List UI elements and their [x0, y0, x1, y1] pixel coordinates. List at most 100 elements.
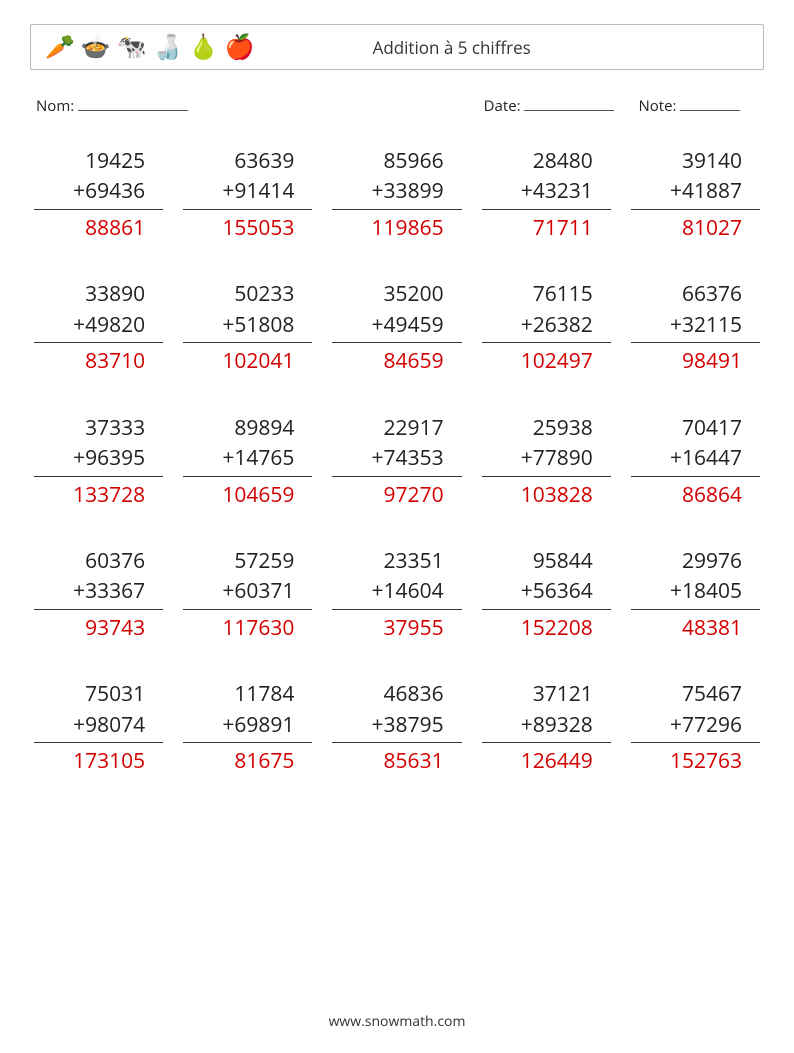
operand-top: 25938: [482, 413, 611, 443]
operand-bottom: +51808: [183, 310, 312, 343]
addition-problem: 75031+98074173105: [34, 679, 163, 776]
operand-bottom: +49820: [34, 310, 163, 343]
addition-problem: 33890+4982083710: [34, 279, 163, 376]
operand-top: 57259: [183, 546, 312, 576]
operand-top: 63639: [183, 146, 312, 176]
answer: 48381: [631, 613, 760, 643]
answer: 102497: [482, 346, 611, 376]
operand-top: 23351: [332, 546, 461, 576]
bowl-icon: 🍲: [81, 35, 111, 59]
operand-top: 35200: [332, 279, 461, 309]
answer: 83710: [34, 346, 163, 376]
carrot-icon: 🥕: [45, 35, 75, 59]
operand-bottom: +18405: [631, 576, 760, 609]
addition-problem: 75467+77296152763: [631, 679, 760, 776]
addition-problem: 37333+96395 133728: [34, 413, 163, 510]
header-icons: 🥕 🍲 🐄 🍶 🍐 🍎: [45, 35, 254, 59]
operand-bottom: +98074: [34, 710, 163, 743]
operand-bottom: +16447: [631, 443, 760, 476]
addition-problem: 46836+3879585631: [332, 679, 461, 776]
operand-bottom: +38795: [332, 710, 461, 743]
answer: 37955: [332, 613, 461, 643]
operand-top: 46836: [332, 679, 461, 709]
operand-top: 28480: [482, 146, 611, 176]
operand-top: 11784: [183, 679, 312, 709]
footer-text: www.snowmath.com: [0, 1012, 794, 1031]
addition-problem: 63639+91414 155053: [183, 146, 312, 243]
operand-top: 33890: [34, 279, 163, 309]
addition-problem: 57259+60371 117630: [183, 546, 312, 643]
operand-bottom: +43231: [482, 176, 611, 209]
note-blank: [680, 96, 740, 111]
operand-bottom: +32115: [631, 310, 760, 343]
operand-bottom: +96395: [34, 443, 163, 476]
operand-top: 37333: [34, 413, 163, 443]
answer: 117630: [183, 613, 312, 643]
apple-icon: 🍎: [224, 35, 254, 59]
addition-problem: 22917+74353 97270: [332, 413, 461, 510]
date-field: Date:: [484, 96, 615, 116]
cow-icon: 🐄: [117, 35, 147, 59]
operand-top: 95844: [482, 546, 611, 576]
operand-top: 60376: [34, 546, 163, 576]
addition-problem: 37121+89328126449: [482, 679, 611, 776]
operand-bottom: +41887: [631, 176, 760, 209]
answer: 155053: [183, 213, 312, 243]
answer: 84659: [332, 346, 461, 376]
answer: 133728: [34, 480, 163, 510]
answer: 104659: [183, 480, 312, 510]
operand-bottom: +33367: [34, 576, 163, 609]
operand-bottom: +77890: [482, 443, 611, 476]
addition-problem: 11784+6989181675: [183, 679, 312, 776]
addition-problem: 29976+18405 48381: [631, 546, 760, 643]
addition-problem: 76115+26382102497: [482, 279, 611, 376]
answer: 152763: [631, 746, 760, 776]
answer: 85631: [332, 746, 461, 776]
addition-problem: 19425+69436 88861: [34, 146, 163, 243]
operand-bottom: +60371: [183, 576, 312, 609]
addition-problem: 28480+43231 71711: [482, 146, 611, 243]
note-field: Note:: [638, 96, 740, 116]
addition-problem: 23351+14604 37955: [332, 546, 461, 643]
addition-problem: 89894+14765104659: [183, 413, 312, 510]
answer: 81675: [183, 746, 312, 776]
answer: 88861: [34, 213, 163, 243]
name-field: Nom:: [36, 96, 484, 116]
worksheet-page: 🥕 🍲 🐄 🍶 🍐 🍎 Addition à 5 chiffres Nom: D…: [0, 0, 794, 1053]
operand-top: 19425: [34, 146, 163, 176]
addition-problem: 70417+1644786864: [631, 413, 760, 510]
operand-top: 76115: [482, 279, 611, 309]
pear-icon: 🍐: [189, 35, 219, 59]
operand-top: 37121: [482, 679, 611, 709]
answer: 97270: [332, 480, 461, 510]
operand-bottom: +74353: [332, 443, 461, 476]
operand-top: 75031: [34, 679, 163, 709]
answer: 81027: [631, 213, 760, 243]
info-row: Nom: Date: Note:: [30, 96, 764, 116]
operand-bottom: +14765: [183, 443, 312, 476]
answer: 119865: [332, 213, 461, 243]
addition-problem: 25938+77890 103828: [482, 413, 611, 510]
operand-bottom: +33899: [332, 176, 461, 209]
addition-problem: 50233+51808102041: [183, 279, 312, 376]
addition-problem: 66376+3211598491: [631, 279, 760, 376]
worksheet-title: Addition à 5 chiffres: [254, 36, 649, 59]
answer: 103828: [482, 480, 611, 510]
header-box: 🥕 🍲 🐄 🍶 🍐 🍎 Addition à 5 chiffres: [30, 24, 764, 70]
answer: 93743: [34, 613, 163, 643]
operand-top: 22917: [332, 413, 461, 443]
answer: 71711: [482, 213, 611, 243]
operand-bottom: +56364: [482, 576, 611, 609]
operand-top: 39140: [631, 146, 760, 176]
operand-top: 70417: [631, 413, 760, 443]
date-blank: [524, 96, 614, 111]
operand-bottom: +77296: [631, 710, 760, 743]
date-label: Date:: [484, 96, 521, 116]
operand-bottom: +91414: [183, 176, 312, 209]
operand-bottom: +26382: [482, 310, 611, 343]
addition-problem: 95844+56364152208: [482, 546, 611, 643]
operand-top: 29976: [631, 546, 760, 576]
operand-bottom: +69436: [34, 176, 163, 209]
answer: 98491: [631, 346, 760, 376]
operand-bottom: +14604: [332, 576, 461, 609]
